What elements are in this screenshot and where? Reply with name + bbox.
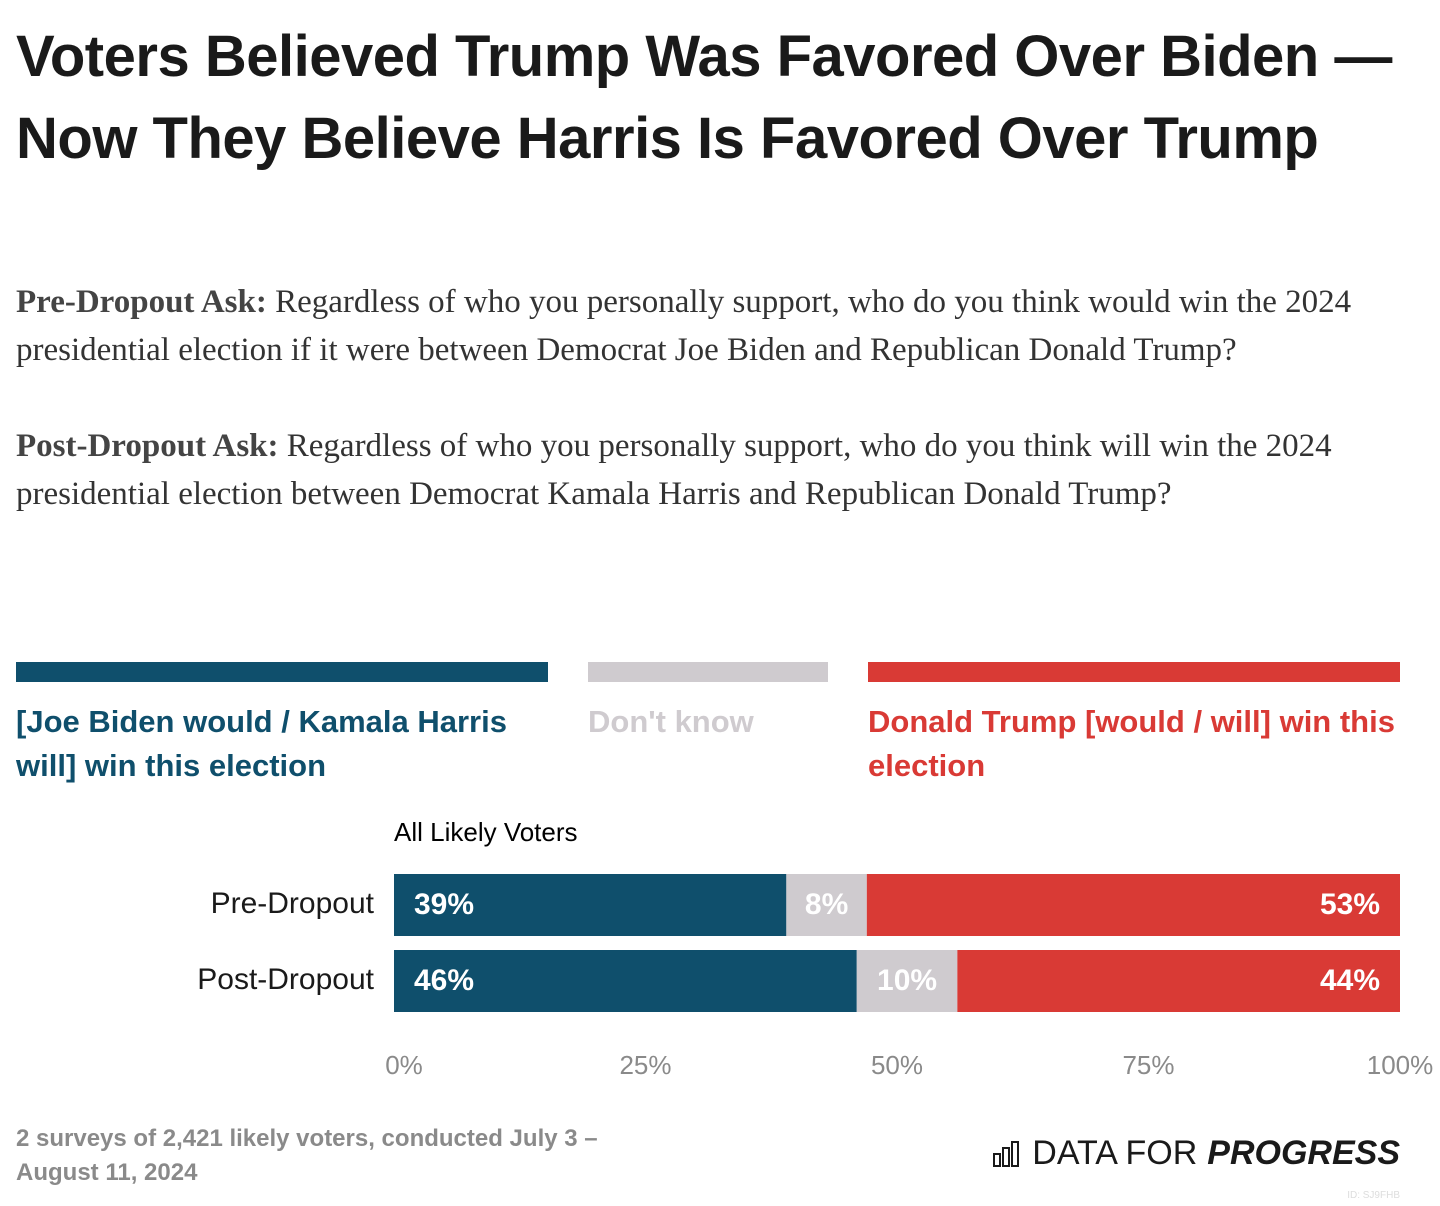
- x-tick-label: 75%: [1122, 1050, 1174, 1080]
- x-tick-label: 50%: [871, 1050, 923, 1080]
- legend-swatch: [16, 662, 548, 682]
- x-tick-label: 25%: [619, 1050, 671, 1080]
- bar: [866, 874, 1400, 936]
- value-label: 10%: [877, 964, 937, 997]
- chart-id: ID: SJ9FHB: [1347, 1190, 1400, 1201]
- legend-item: Donald Trump [would / will] win this ele…: [868, 662, 1400, 788]
- y-tick-label: Pre-Dropout: [211, 887, 375, 920]
- legend-item: [Joe Biden would / Kamala Harris will] w…: [16, 662, 548, 788]
- x-tick-label: 0%: [385, 1050, 423, 1080]
- subtitle-label: Pre-Dropout Ask:: [16, 284, 267, 320]
- brand-icon: [993, 1140, 1020, 1167]
- value-label: 46%: [414, 964, 474, 997]
- group-label: All Likely Voters: [394, 817, 578, 847]
- legend-label: Donald Trump [would / will] win this ele…: [868, 704, 1395, 783]
- value-label: 8%: [805, 888, 848, 921]
- brand-bold: PROGRESS: [1207, 1134, 1400, 1172]
- bar: [394, 874, 787, 936]
- legend-swatch: [868, 662, 1400, 682]
- value-label: 39%: [414, 888, 474, 921]
- legend-item: Don't know: [588, 662, 828, 744]
- title: Voters Believed Trump Was Favored Over B…: [16, 24, 1392, 171]
- bar: [856, 950, 958, 1012]
- brand: DATA FOR PROGRESS: [992, 1134, 1400, 1173]
- value-label: 53%: [1320, 888, 1380, 921]
- brand-light: DATA FOR: [1032, 1134, 1198, 1172]
- bar: [394, 950, 857, 1012]
- legend-label: Don't know: [588, 704, 754, 739]
- subtitle-label: Post-Dropout Ask:: [16, 428, 279, 464]
- y-tick-label: Post-Dropout: [197, 963, 374, 996]
- subtitle-text: Regardless of who you personally support…: [16, 428, 1332, 512]
- footnote: 2 surveys of 2,421 likely voters, conduc…: [16, 1125, 598, 1186]
- bar: [786, 874, 867, 936]
- subtitle: Pre-Dropout Ask: Regardless of who you p…: [16, 278, 1406, 374]
- legend-label: [Joe Biden would / Kamala Harris will] w…: [16, 704, 507, 783]
- bar: [957, 950, 1400, 1012]
- subtitles: Pre-Dropout Ask: Regardless of who you p…: [16, 278, 1406, 566]
- subtitle: Post-Dropout Ask: Regardless of who you …: [16, 422, 1406, 518]
- legend-swatch: [588, 662, 828, 682]
- value-label: 44%: [1320, 964, 1380, 997]
- x-tick-label: 100%: [1367, 1050, 1434, 1080]
- subtitle-text: Regardless of who you personally support…: [16, 284, 1352, 368]
